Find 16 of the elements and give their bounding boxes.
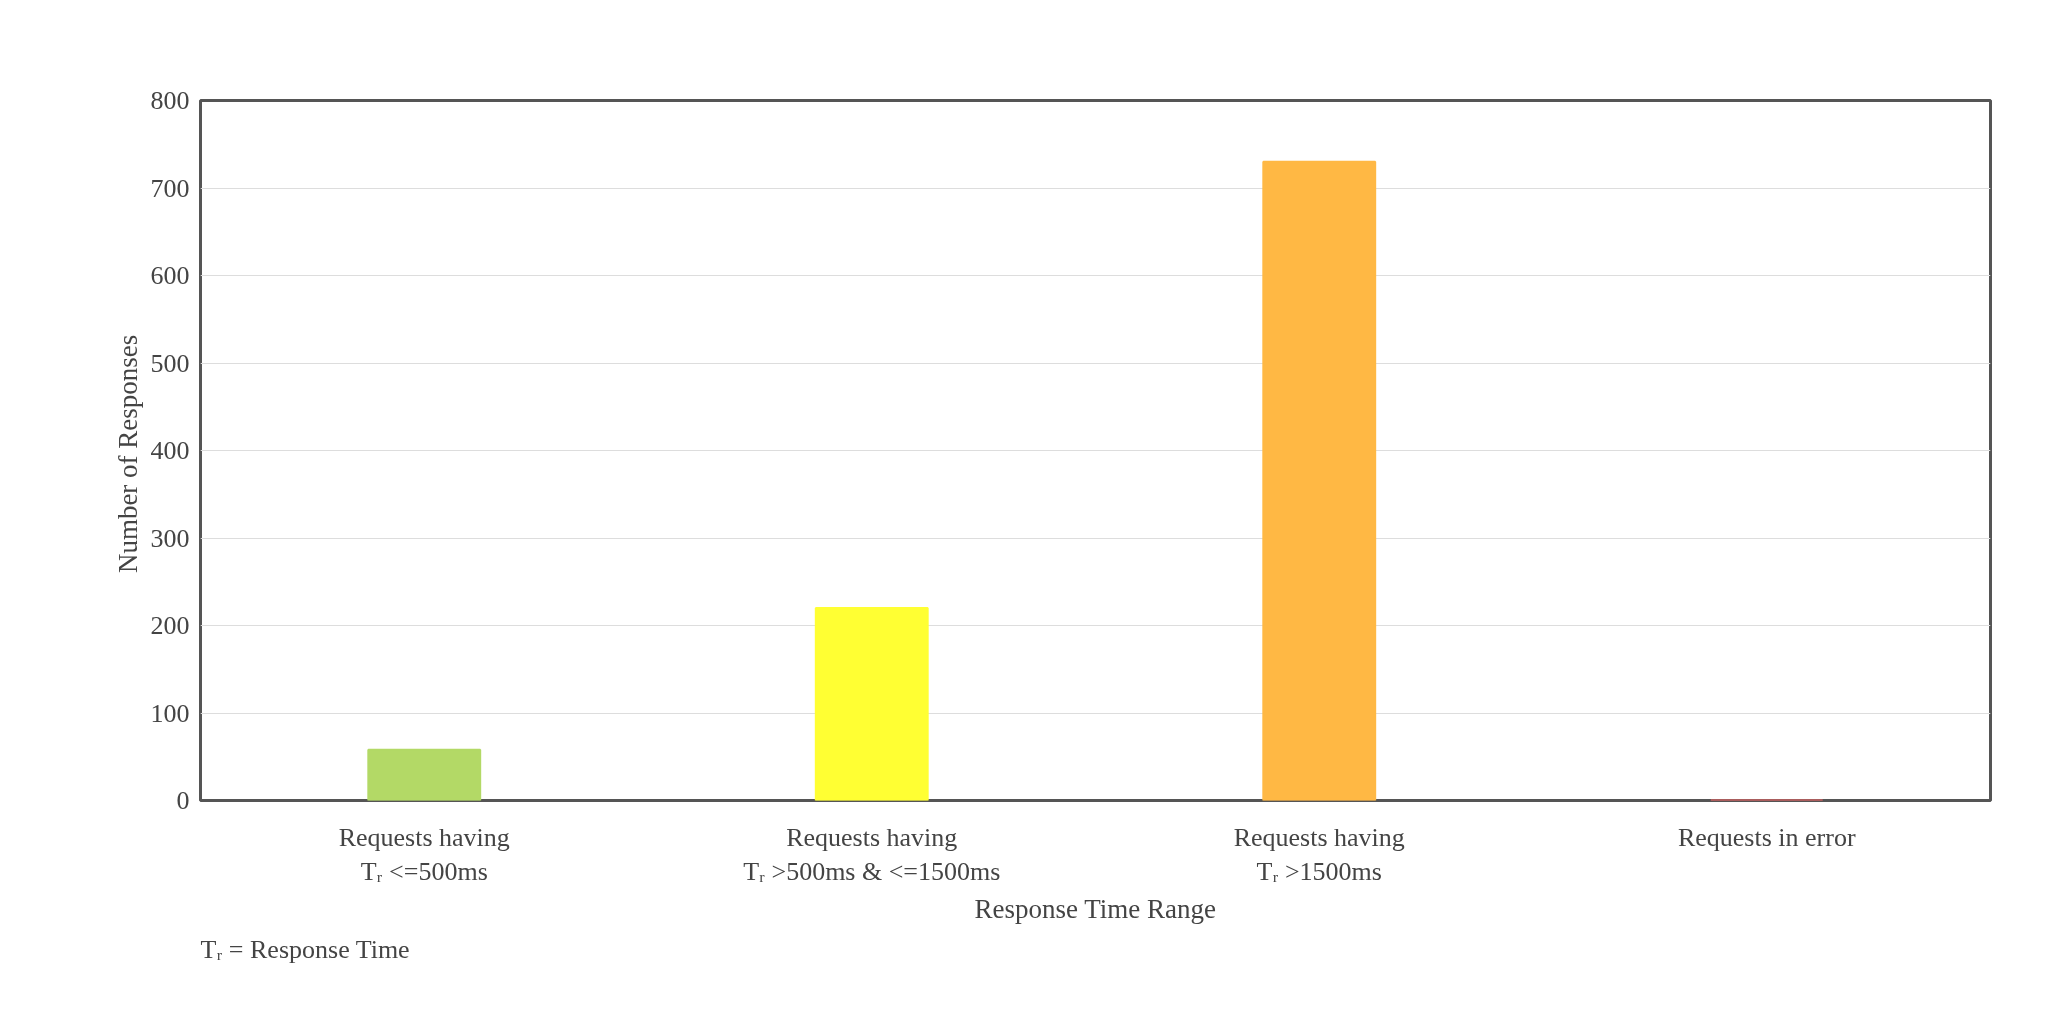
y-tick-label: 300 [150,523,190,553]
y-tick-label: 200 [150,611,190,640]
x-axis-title: Response Time Range [974,894,1217,925]
y-tick-label: 0 [176,786,190,815]
y-tick-label: 600 [150,261,190,290]
y-tick-label: 800 [150,86,190,115]
text: Tᵣ = Response Time [200,934,410,964]
x-tick-label: Requests in error [1677,822,1856,852]
x-tick-label: Requests having Tᵣ >1500ms [1233,822,1405,887]
x-tick-label: Requests having Tᵣ <=500ms [338,822,510,887]
y-axis-title: Number of Responses [112,334,143,574]
x-tick-label: Requests having Tᵣ >500ms & <=1500ms [743,822,1001,887]
y-tick-label: 100 [150,698,190,728]
y-tick-label: 400 [150,436,190,465]
y-tick-label: 700 [150,173,190,203]
y-tick-label: 500 [150,348,190,378]
